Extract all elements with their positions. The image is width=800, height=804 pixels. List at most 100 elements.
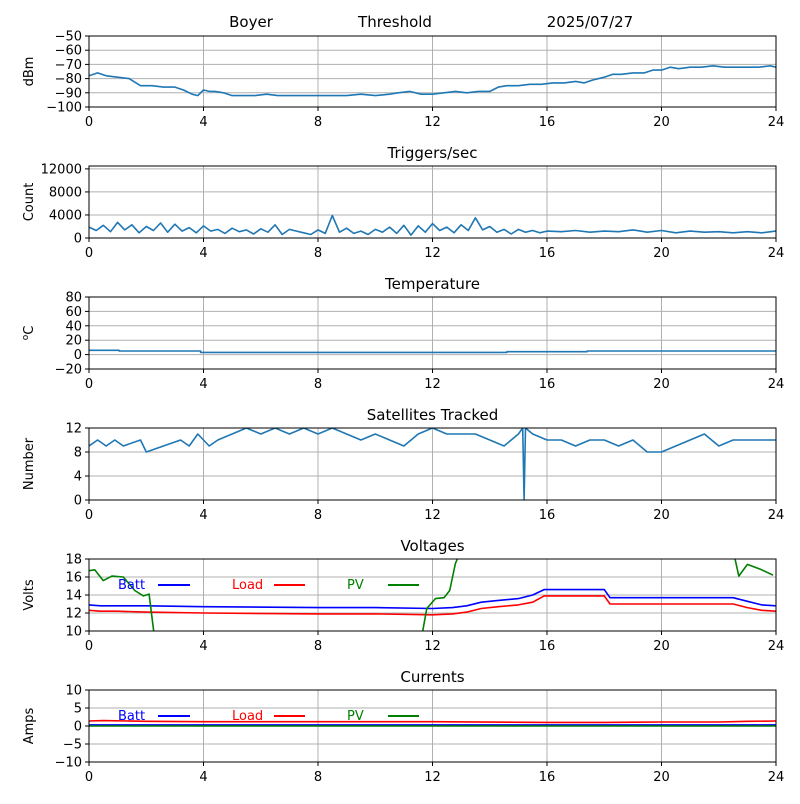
legend-label-load: Load — [232, 709, 263, 724]
x-tick-label: 12 — [424, 770, 441, 785]
x-tick-label: 20 — [653, 770, 670, 785]
y-tick-label: 5 — [74, 702, 82, 717]
x-tick-label: 4 — [199, 115, 207, 130]
series-line-load — [89, 595, 776, 616]
x-tick-label: 12 — [424, 115, 441, 130]
x-tick-label: 12 — [424, 377, 441, 392]
panel-currents: 0 4 8 12 16 20 24 −10 −5 0 5 10 Currents Amps Batt Load… — [22, 668, 784, 785]
x-tick-label: 0 — [85, 246, 93, 261]
x-tick-label: 24 — [768, 115, 785, 130]
grid-lines — [88, 558, 777, 632]
y-tick-label: 12 — [65, 607, 82, 622]
y-tick-label: 0 — [74, 720, 82, 735]
series-line — [89, 214, 776, 236]
y-tick-label: 0 — [74, 494, 82, 509]
header-station: Boyer — [229, 13, 274, 31]
series-line — [89, 65, 776, 97]
x-tick-label: 16 — [539, 770, 556, 785]
x-tick-label: 24 — [768, 246, 785, 261]
x-tick-label: 12 — [424, 246, 441, 261]
y-axis-label: Volts — [22, 579, 37, 611]
y-tick-label: −10 — [55, 756, 82, 771]
y-tick-label: 8 — [74, 446, 82, 461]
x-tick-label: 16 — [539, 115, 556, 130]
y-tick-label: −100 — [46, 101, 82, 116]
legend-label-pv: PV — [347, 709, 364, 724]
panel-title: Temperature — [384, 275, 480, 293]
series-line — [89, 428, 776, 500]
y-axis-label-sup: o — [21, 334, 31, 340]
x-tick-label: 12 — [424, 639, 441, 654]
x-tick-label: 20 — [653, 508, 670, 523]
y-tick-label: −50 — [55, 30, 82, 45]
x-tick-label: 20 — [653, 246, 670, 261]
series-line — [89, 349, 776, 354]
x-tick-label: 8 — [314, 508, 322, 523]
x-tick-label: 0 — [85, 377, 93, 392]
x-tick-label: 4 — [199, 639, 207, 654]
x-tick-label: 24 — [768, 377, 785, 392]
y-tick-label: −90 — [55, 86, 82, 101]
y-tick-label: 10 — [65, 625, 82, 640]
series-line-pv — [89, 559, 774, 631]
header-mode: Threshold — [357, 13, 432, 31]
panel-threshold: 0 4 8 12 16 20 24 −100−90−80−70−60−50 dBm — [22, 30, 784, 131]
y-axis-label: Number — [22, 437, 37, 490]
x-tick-label: 0 — [85, 115, 93, 130]
grid-lines — [88, 35, 777, 108]
x-tick-label: 20 — [653, 639, 670, 654]
grid-lines — [88, 166, 777, 239]
x-tick-label: 0 — [85, 508, 93, 523]
x-tick-label: 0 — [85, 770, 93, 785]
x-tick-label: 8 — [314, 377, 322, 392]
y-tick-label: 16 — [65, 571, 82, 586]
x-tick-label: 8 — [314, 115, 322, 130]
x-tick-label: 12 — [424, 508, 441, 523]
x-tick-label: 24 — [768, 770, 785, 785]
y-tick-label: 10 — [65, 684, 82, 699]
header-date: 2025/07/27 — [547, 13, 633, 31]
series-line-load — [89, 719, 776, 724]
y-tick-label: 12000 — [41, 162, 82, 177]
y-tick-label: 4000 — [49, 208, 82, 223]
y-tick-label: 0 — [74, 348, 82, 363]
panel-title: Triggers/sec — [387, 144, 478, 162]
x-tick-label: 16 — [539, 377, 556, 392]
x-tick-label: 4 — [199, 508, 207, 523]
y-tick-label: 8000 — [49, 185, 82, 200]
x-tick-label: 4 — [199, 770, 207, 785]
panel-title: Satellites Tracked — [367, 406, 498, 424]
y-tick-label: −60 — [55, 44, 82, 59]
x-tick-label: 20 — [653, 115, 670, 130]
x-tick-label: 20 — [653, 377, 670, 392]
y-tick-label: 0 — [74, 232, 82, 247]
y-tick-label: 4 — [74, 470, 82, 485]
legend-label-pv: PV — [347, 578, 364, 593]
x-tick-label: 8 — [314, 770, 322, 785]
y-tick-label: −80 — [55, 72, 82, 87]
legend-label-batt: Batt — [118, 709, 145, 724]
x-tick-label: 24 — [768, 639, 785, 654]
legend-label-load: Load — [232, 578, 263, 593]
x-tick-label: 8 — [314, 639, 322, 654]
panel-title: Voltages — [400, 537, 464, 555]
legend-label-batt: Batt — [118, 578, 145, 593]
panel-title: Currents — [400, 668, 464, 686]
panel-satellites: 0 4 8 12 16 20 24 0 4 8 12 Satellites Tracked Number — [22, 406, 784, 523]
series-line-batt — [89, 588, 776, 610]
x-tick-label: 4 — [199, 246, 207, 261]
x-tick-label: 16 — [539, 639, 556, 654]
x-tick-label: 4 — [199, 377, 207, 392]
y-tick-label: 80 — [65, 291, 82, 306]
x-tick-label: 16 — [539, 508, 556, 523]
y-tick-label: 18 — [65, 553, 82, 568]
x-tick-label: 24 — [768, 508, 785, 523]
y-tick-label: −5 — [63, 738, 82, 753]
y-axis-label: oC — [21, 326, 37, 341]
y-tick-label: 14 — [65, 589, 82, 604]
y-tick-label: 40 — [65, 319, 82, 334]
panel-voltages: 0 4 8 12 16 20 24 10 12 14 16 18 Voltages Volts Batt Lo… — [22, 537, 784, 654]
